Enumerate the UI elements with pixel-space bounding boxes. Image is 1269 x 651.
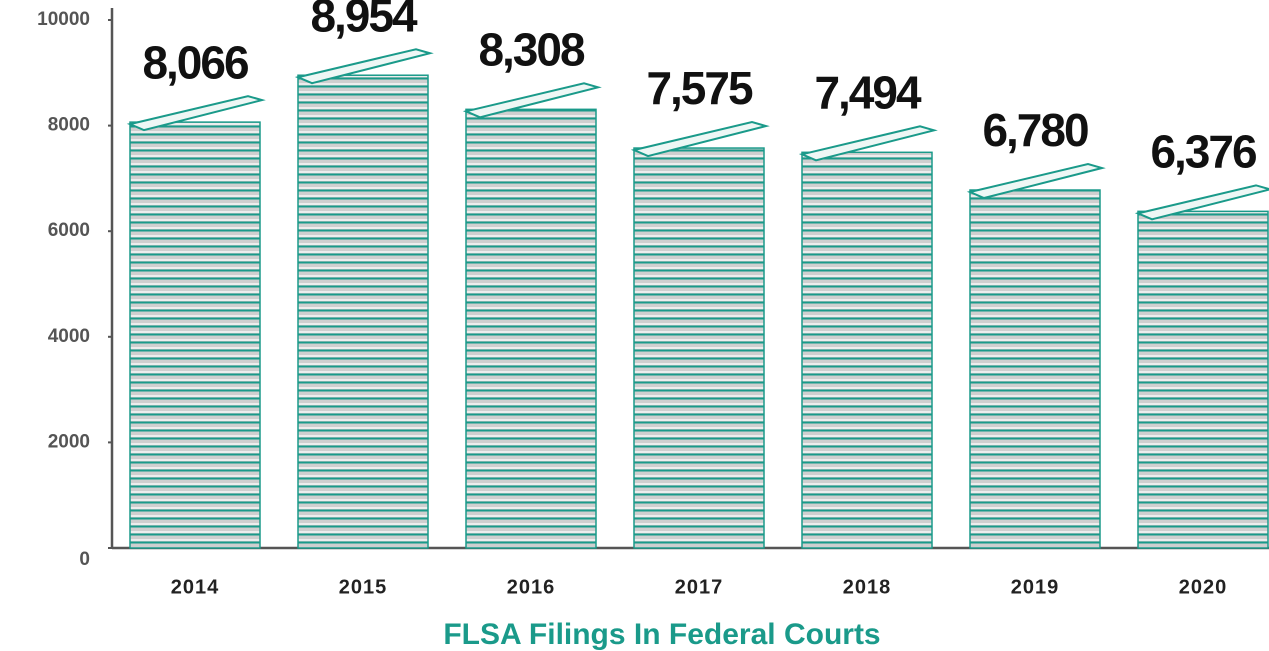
y-tick-label: 4000 — [48, 326, 90, 347]
y-tick-label: 8000 — [48, 115, 90, 136]
bar — [1137, 210, 1269, 549]
top-sheet — [1134, 184, 1269, 221]
value-label: 6,376 — [1150, 126, 1256, 178]
chart-title: FLSA Filings In Federal Courts — [443, 618, 880, 651]
value-label: 7,494 — [814, 66, 922, 118]
x-tick-label: 2019 — [1011, 576, 1060, 598]
bar — [465, 108, 597, 549]
top-sheet — [798, 125, 938, 162]
bar — [297, 74, 429, 549]
top-sheet — [126, 95, 266, 132]
value-label: 7,575 — [646, 62, 753, 114]
top-sheet — [630, 121, 770, 158]
bar — [633, 147, 765, 549]
x-tick-label: 2015 — [339, 576, 388, 598]
top-sheet — [966, 162, 1106, 200]
y-tick-label: 10000 — [37, 9, 90, 30]
x-tick-label: 2016 — [507, 576, 556, 598]
value-label: 8,066 — [142, 36, 248, 88]
y-tick-label: 0 — [79, 549, 90, 570]
bar — [129, 121, 261, 549]
value-label: 8,954 — [310, 0, 418, 41]
bar — [969, 189, 1101, 549]
y-tick-label: 2000 — [48, 431, 90, 452]
top-sheet — [462, 82, 602, 119]
value-label: 6,780 — [982, 104, 1088, 156]
x-tick-label: 2020 — [1179, 576, 1228, 598]
value-label: 8,308 — [478, 23, 585, 75]
x-tick-label: 2014 — [171, 576, 220, 598]
x-tick-label: 2017 — [675, 576, 724, 598]
bar — [801, 151, 933, 549]
y-tick-label: 6000 — [48, 220, 90, 241]
x-tick-label: 2018 — [843, 576, 892, 598]
top-sheet — [294, 48, 434, 85]
